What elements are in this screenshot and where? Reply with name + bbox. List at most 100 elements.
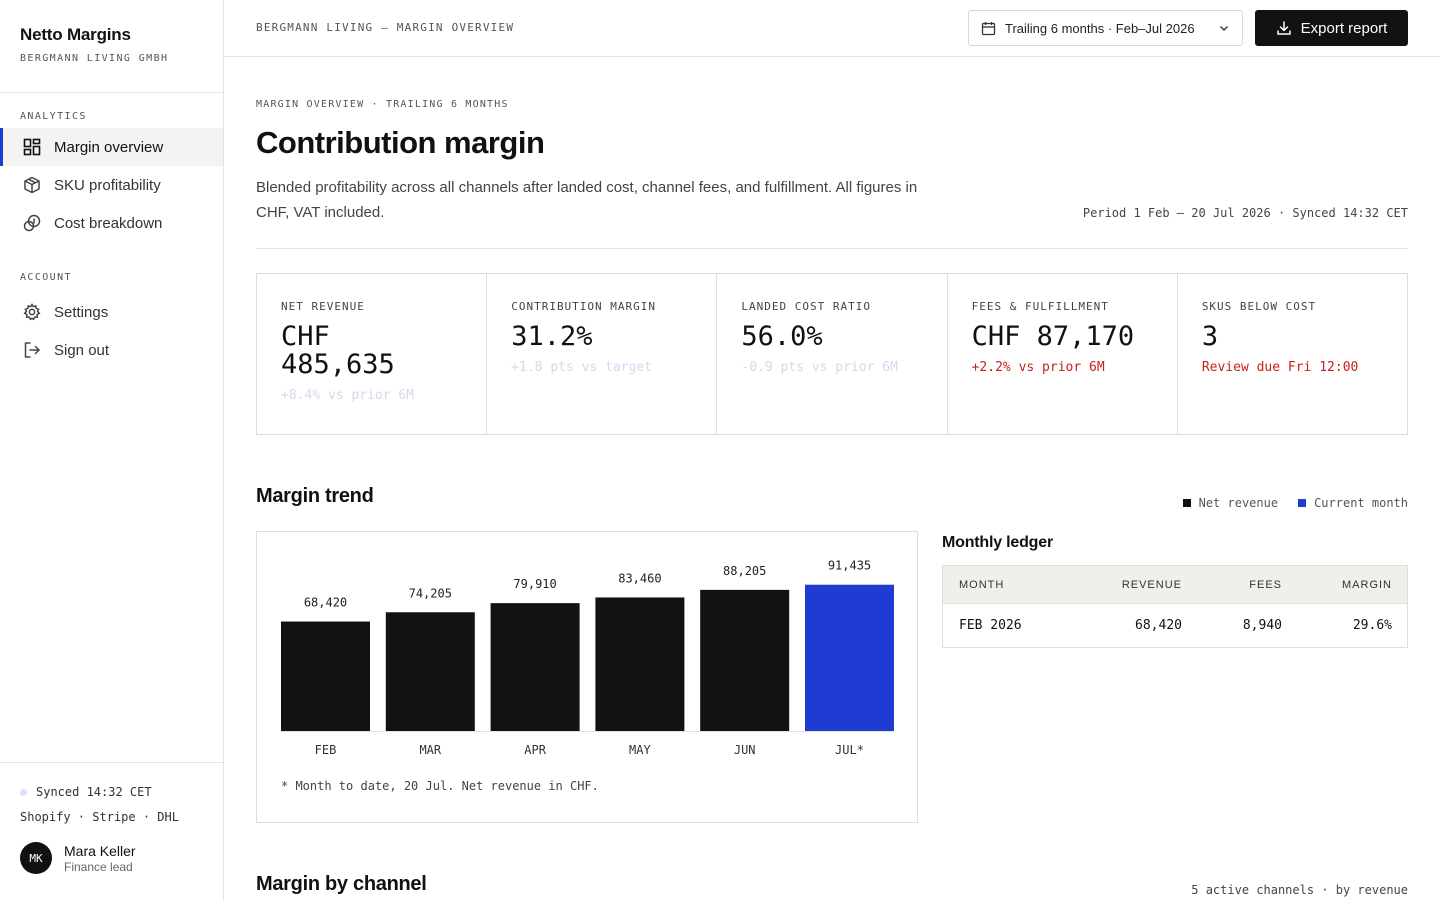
table-header: MONTH REVENUE FEES MARGIN: [943, 566, 1407, 604]
kpi-landed-cost-ratio: LANDED COST RATIO 56.0% -0.9 pts vs prio…: [717, 274, 948, 434]
breadcrumb: BERGMANN LIVING — MARGIN OVERVIEW: [256, 21, 515, 34]
margin-by-channel-title: Margin by channel: [256, 873, 427, 895]
export-report-button[interactable]: Export report: [1255, 10, 1408, 46]
sidebar: Netto Margins BERGMANN LIVING GMBH ANALY…: [0, 0, 224, 900]
kpi-strip: NET REVENUE CHF 485,635 +8.4% vs prior 6…: [256, 273, 1408, 435]
cell-fees: 8,940: [1242, 618, 1282, 633]
monthly-ledger-table: MONTH REVENUE FEES MARGIN FEB 2026 68,42…: [942, 565, 1408, 648]
bar-apr[interactable]: [490, 603, 580, 731]
channel-meta: 5 active channels · by revenue: [1191, 883, 1408, 897]
grid-icon: [22, 137, 42, 157]
page-eyebrow: MARGIN OVERVIEW · TRAILING 6 MONTHS: [256, 99, 509, 110]
kpi-value: CHF 87,170: [971, 321, 1135, 352]
bar-mar[interactable]: [385, 612, 475, 731]
kpi-label: CONTRIBUTION MARGIN: [511, 300, 657, 313]
sidebar-item-label: Cost breakdown: [54, 214, 163, 232]
chevron-down-icon: [1218, 22, 1230, 34]
kpi-value: 3: [1201, 321, 1219, 352]
period-info: Period 1 Feb – 20 Jul 2026 · Synced 14:3…: [1082, 206, 1408, 220]
page-description: Blended profitability across all channel…: [256, 179, 918, 221]
column-header-margin[interactable]: MARGIN: [1342, 578, 1392, 591]
margin-trend-title: Margin trend: [256, 485, 374, 507]
bar-value-label: 74,205: [409, 586, 452, 600]
kpi-value: CHF 485,635: [281, 321, 395, 380]
divider: [256, 248, 1408, 249]
margin-trend-chart: 68,420 FEB 74,205 MAR 79,910 APR 83,460 MAY 88,2…: [256, 531, 918, 823]
kpi-value: 31.2%: [511, 321, 593, 352]
kpi-label: LANDED COST RATIO: [741, 300, 871, 313]
kpi-delta: +1.8 pts vs target: [511, 360, 653, 375]
cell-margin: 29.6%: [1352, 618, 1392, 633]
page-title: Contribution margin: [256, 125, 545, 160]
bar-jul[interactable]: [805, 584, 894, 731]
sidebar-item-label: Settings: [54, 303, 109, 321]
kpi-delta: +8.4% vs prior 6M: [281, 388, 415, 403]
kpi-fees-fulfillment: FEES & FULFILLMENT CHF 87,170 +2.2% vs p…: [948, 274, 1178, 434]
avatar: MK: [20, 842, 52, 874]
export-label: Export report: [1300, 19, 1388, 37]
cell-month: FEB 2026: [959, 618, 1022, 633]
calendar-icon: [981, 21, 996, 36]
user-name: Mara Keller: [64, 842, 136, 859]
bar-chart: 68,420 FEB 74,205 MAR 79,910 APR 83,460 MAY 88,2…: [281, 559, 894, 757]
download-icon: [1276, 20, 1292, 36]
sidebar-item-margin-overview[interactable]: Margin overview: [0, 128, 223, 166]
sidebar-item-sku-profitability[interactable]: SKU profitability: [0, 166, 223, 204]
bar-value-label: 79,910: [513, 577, 556, 591]
date-range-label: Trailing 6 months · Feb–Jul 2026: [1005, 20, 1195, 36]
legend-label: Current month: [1314, 496, 1408, 510]
kpi-skus-below-cost: SKUS BELOW COST 3 Review due Fri 12:00: [1178, 274, 1407, 434]
kpi-value: 56.0%: [741, 321, 823, 352]
kpi-label: FEES & FULFILLMENT: [971, 300, 1109, 313]
chart-footnote: * Month to date, 20 Jul. Net revenue in …: [281, 779, 599, 793]
date-range-picker[interactable]: Trailing 6 months · Feb–Jul 2026: [968, 10, 1243, 46]
chart-legend: Net revenue Current month: [1163, 496, 1408, 510]
coins-icon: [22, 213, 42, 233]
bar-feb[interactable]: [281, 621, 370, 731]
integrations-list: Shopify · Stripe · DHL: [20, 810, 179, 824]
user-role: Finance lead: [64, 859, 133, 874]
bar-value-label: 68,420: [304, 596, 347, 610]
x-tick-label: FEB: [315, 743, 337, 757]
x-tick-label: APR: [524, 743, 546, 757]
bar-value-label: 91,435: [828, 559, 871, 573]
table-row[interactable]: FEB 2026 68,420 8,940 29.6%: [943, 604, 1407, 647]
column-header-fees[interactable]: FEES: [1249, 578, 1282, 591]
bar-jun[interactable]: [700, 589, 790, 731]
kpi-label: NET REVENUE: [281, 300, 365, 313]
column-header-revenue[interactable]: REVENUE: [1121, 578, 1182, 591]
cell-revenue: 68,420: [1135, 618, 1182, 633]
x-tick-label: JUL*: [835, 743, 864, 757]
sidebar-item-label: Margin overview: [54, 138, 164, 156]
x-tick-label: MAY: [629, 743, 651, 757]
kpi-delta: Review due Fri 12:00: [1201, 360, 1359, 375]
bar-may[interactable]: [595, 597, 685, 731]
topbar: BERGMANN LIVING — MARGIN OVERVIEW Traili…: [224, 0, 1440, 57]
x-tick-label: MAR: [419, 743, 441, 757]
sync-text: Synced 14:32 CET: [36, 785, 152, 799]
sidebar-item-settings[interactable]: Settings: [0, 293, 223, 331]
sidebar-item-label: SKU profitability: [54, 176, 161, 194]
nav-section-account: ACCOUNT: [20, 272, 72, 283]
nav-section-analytics: ANALYTICS: [20, 111, 87, 122]
user-profile[interactable]: MK Mara Keller Finance lead: [20, 842, 203, 874]
legend-item-current-month: Current month: [1298, 496, 1408, 510]
sidebar-footer: Synced 14:32 CET Shopify · Stripe · DHL …: [0, 762, 223, 874]
x-tick-label: JUN: [734, 743, 756, 757]
analytics-nav: Margin overview SKU profitability Cost b…: [0, 128, 223, 242]
sign-out-icon: [22, 340, 42, 360]
sidebar-item-sign-out[interactable]: Sign out: [0, 331, 223, 369]
kpi-delta: +2.2% vs prior 6M: [971, 360, 1105, 375]
legend-swatch: [1182, 499, 1191, 507]
status-dot-icon: [20, 788, 27, 796]
ledger-title: Monthly ledger: [942, 534, 1053, 551]
legend-swatch: [1298, 499, 1307, 507]
kpi-net-revenue: NET REVENUE CHF 485,635 +8.4% vs prior 6…: [257, 274, 488, 434]
sidebar-item-label: Sign out: [54, 341, 110, 359]
brand-block: Netto Margins BERGMANN LIVING GMBH: [0, 0, 223, 93]
company-name: BERGMANN LIVING GMBH: [20, 53, 169, 64]
box-icon: [22, 175, 42, 195]
column-header-month[interactable]: MONTH: [959, 578, 1005, 591]
brand-name: Netto Margins: [20, 25, 131, 44]
sidebar-item-cost-breakdown[interactable]: Cost breakdown: [0, 204, 223, 242]
